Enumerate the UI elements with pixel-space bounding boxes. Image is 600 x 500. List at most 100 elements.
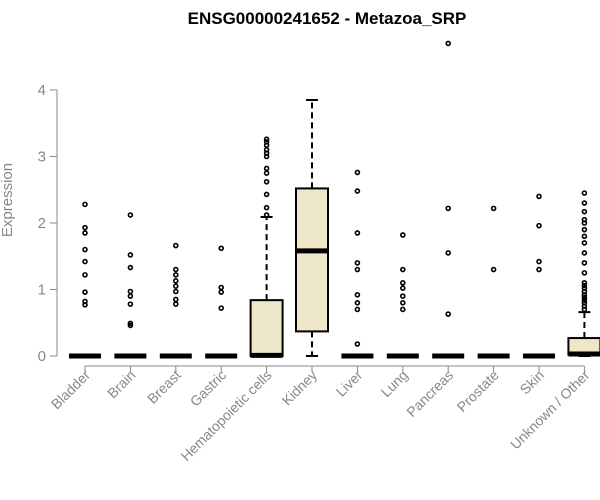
outlier-point: [581, 208, 588, 215]
outlier-point: [218, 289, 224, 295]
outlier-point: [263, 165, 270, 172]
box-group: [341, 169, 374, 359]
outlier-point: [445, 40, 452, 47]
outlier-point: [173, 296, 179, 303]
x-tick-label: Brain: [104, 367, 138, 401]
outlier-point: [263, 147, 270, 153]
outlier-point: [127, 252, 134, 258]
x-tick-label: Liver: [333, 367, 366, 400]
outlier-point: [399, 232, 406, 238]
outlier-point: [173, 278, 179, 284]
y-tick-label: 2: [38, 215, 46, 232]
box-group: [249, 136, 284, 358]
outlier-point: [581, 226, 588, 233]
outlier-point: [354, 299, 361, 306]
box-group: [386, 232, 419, 359]
outlier-point: [581, 299, 588, 306]
x-tick-label: Prostate: [454, 367, 502, 415]
y-axis-label: Expression: [0, 163, 16, 237]
outlier-point: [218, 284, 224, 291]
outlier-point: [581, 282, 588, 289]
outlier-point: [127, 288, 134, 295]
box-group: [432, 40, 465, 359]
x-tick-label: Bladder: [48, 367, 94, 413]
outlier-point: [581, 240, 588, 246]
outlier-point: [581, 233, 588, 240]
outlier-point: [354, 341, 361, 347]
box-group: [477, 205, 510, 359]
outlier-point: [581, 216, 588, 223]
outlier-point: [173, 301, 179, 307]
box-group: [159, 242, 192, 359]
outlier-point: [82, 272, 88, 278]
box-group: [114, 212, 147, 359]
y-tick-label: 4: [38, 82, 46, 99]
outlier-point: [263, 191, 270, 198]
outlier-point: [82, 258, 88, 265]
outlier-point: [173, 283, 179, 289]
outlier-point: [354, 260, 361, 266]
chart-title: ENSG00000241652 - Metazoa_SRP: [188, 9, 467, 28]
iqr-box: [249, 299, 284, 358]
outlier-point: [445, 205, 452, 212]
outlier-point: [263, 212, 270, 218]
outlier-point: [399, 306, 406, 313]
x-tick-label: Pancreas: [403, 367, 456, 420]
box-group: [567, 190, 600, 357]
outlier-point: [354, 266, 361, 273]
x-tick-label: Skin: [517, 367, 548, 398]
outlier-point: [581, 297, 588, 303]
outlier-point: [127, 322, 134, 329]
outlier-point: [263, 170, 270, 176]
outlier-point: [173, 288, 179, 295]
outlier-point: [263, 139, 270, 145]
y-tick-label: 1: [38, 282, 46, 299]
outlier-point: [399, 293, 406, 299]
y-axis: 0 1 2 3 4: [38, 82, 58, 365]
box-group: [523, 193, 555, 359]
outlier-point: [354, 188, 361, 194]
outlier-point: [354, 292, 361, 298]
outlier-point: [536, 222, 542, 229]
outlier-point: [581, 280, 588, 286]
outlier-point: [490, 266, 497, 273]
outlier-point: [173, 266, 179, 273]
outlier-point: [581, 190, 588, 196]
outlier-point: [399, 299, 406, 306]
outlier-point: [399, 280, 406, 286]
outlier-point: [127, 320, 134, 327]
outlier-point: [127, 212, 134, 218]
outlier-point: [445, 311, 452, 317]
outlier-point: [263, 204, 270, 211]
outlier-point: [82, 224, 88, 231]
x-tick-label: Breast: [144, 367, 184, 407]
outlier-point: [173, 272, 179, 278]
outlier-point: [173, 242, 179, 249]
outlier-point: [127, 293, 134, 299]
outlier-point: [127, 264, 134, 271]
x-tick-label: Lung: [378, 367, 411, 400]
y-tick-label: 0: [38, 348, 46, 365]
x-tick-label: Hematopoietic cells: [178, 367, 275, 464]
iqr-box: [295, 187, 329, 333]
outlier-point: [399, 285, 406, 291]
outlier-point: [354, 230, 361, 236]
outlier-point: [354, 306, 361, 313]
outlier-point: [82, 289, 88, 295]
outlier-point: [445, 250, 452, 256]
y-tick-label: 3: [38, 149, 46, 166]
outlier-point: [581, 250, 588, 256]
outlier-point: [536, 266, 542, 273]
outlier-point: [581, 260, 588, 266]
outlier-point: [82, 246, 88, 253]
x-tick-label: Gastric: [187, 367, 230, 410]
x-tick-label: Unknown / Other: [507, 367, 593, 453]
boxes-layer: [69, 40, 600, 359]
outlier-point: [399, 266, 406, 273]
outlier-point: [82, 201, 88, 208]
outlier-point: [263, 136, 270, 143]
outlier-point: [490, 205, 497, 212]
